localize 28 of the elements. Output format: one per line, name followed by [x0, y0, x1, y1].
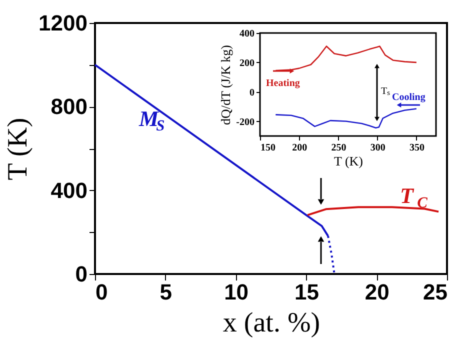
- y-tick-label: 800: [50, 94, 88, 120]
- x-tick-label: 250: [331, 142, 346, 154]
- y-tick-label: 200: [240, 58, 254, 69]
- line-series: [274, 108, 418, 129]
- y-tick-label: 1200: [38, 10, 88, 36]
- x-axis-title: T (K): [334, 154, 364, 168]
- line-series: [306, 206, 440, 216]
- annotation: Heating: [266, 78, 300, 89]
- x-tick-label: 15: [294, 280, 319, 304]
- x-tick-label: 20: [364, 280, 390, 304]
- x-tick-label: 5: [160, 280, 172, 304]
- x-tick-label: 10: [224, 280, 249, 304]
- x-tick-label: 350: [409, 142, 424, 154]
- x-axis-title: x (at. %): [222, 308, 320, 338]
- annotation: Tₛ: [381, 86, 390, 97]
- y-axis-title: T (K): [2, 118, 34, 180]
- x-tick-label: 0: [96, 280, 108, 304]
- y-tick-label: 0: [75, 262, 88, 286]
- x-tick-label: 300: [370, 142, 386, 154]
- y-tick-label: 400: [50, 178, 88, 203]
- x-tick-label: 25: [423, 280, 448, 304]
- y-tick-label: 400: [240, 28, 254, 40]
- y-tick-label: 0: [250, 87, 254, 98]
- x-tick-label: 150: [260, 142, 276, 154]
- x-tick-label: 200: [292, 142, 308, 154]
- annotation: Cooling: [392, 92, 426, 103]
- y-tick-label: -200: [236, 116, 254, 128]
- y-axis-title: dQ/dT (J/K kg): [218, 45, 234, 125]
